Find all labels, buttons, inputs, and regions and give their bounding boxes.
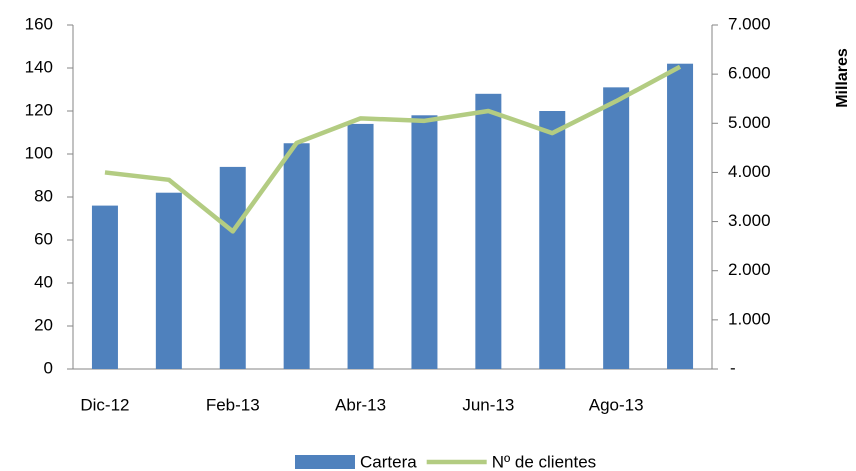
- y2-tick-label: -: [730, 358, 736, 377]
- y-tick-label: 160: [25, 14, 53, 33]
- bar: [475, 93, 502, 370]
- y-tick-label: 140: [25, 57, 53, 76]
- y2-axis-title: Millares: [834, 48, 851, 108]
- y2-tick-label: 3.000: [728, 211, 771, 230]
- bar: [603, 87, 630, 369]
- legend-swatch: [295, 455, 355, 469]
- bar: [411, 115, 438, 369]
- y-tick-label: 60: [34, 229, 53, 248]
- y2-tick-label: 5.000: [728, 113, 771, 132]
- x-tick-label: Dic-12: [80, 395, 129, 414]
- bar: [667, 63, 694, 369]
- line: [104, 64, 682, 234]
- y2-tick-label: 6.000: [728, 64, 771, 83]
- bar: [539, 111, 566, 369]
- y-tick-label: 0: [44, 358, 53, 377]
- x-tick-label: Feb-13: [206, 395, 260, 414]
- bar: [283, 143, 310, 369]
- y-tick-label: 80: [34, 186, 53, 205]
- x-tick-label: Jun-13: [462, 395, 514, 414]
- y-tick-label: 40: [34, 272, 53, 291]
- y-tick-label: 120: [25, 100, 53, 119]
- y2-tick-label: 1.000: [728, 309, 771, 328]
- x-tick-label: Abr-13: [335, 395, 386, 414]
- bar: [347, 123, 374, 370]
- y2-tick-label: 2.000: [728, 260, 771, 279]
- y-tick-label: 20: [34, 315, 53, 334]
- legend-label: Nº de clientes: [492, 452, 596, 471]
- y2-tick-label: 4.000: [728, 162, 771, 181]
- y-tick-label: 100: [25, 143, 53, 162]
- bar: [219, 166, 246, 369]
- x-tick-label: Ago-13: [589, 395, 644, 414]
- bar: [91, 205, 118, 369]
- bar: [155, 192, 182, 369]
- legend-label: Cartera: [360, 452, 417, 471]
- y2-tick-label: 7.000: [728, 14, 771, 33]
